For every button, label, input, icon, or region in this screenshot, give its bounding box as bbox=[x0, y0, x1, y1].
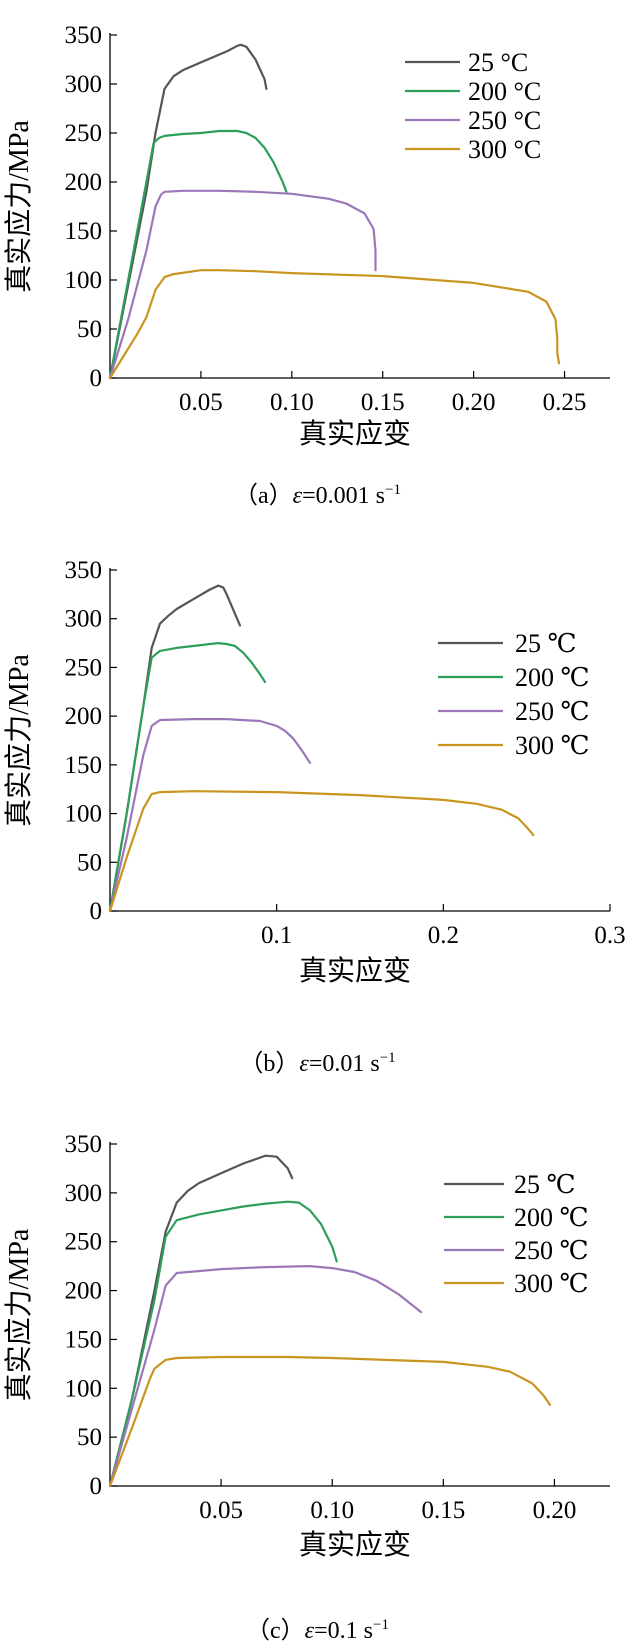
caption-c-rate: =0.1 s bbox=[314, 1618, 374, 1644]
x-axis-label-c: 真实应变 bbox=[299, 1529, 411, 1561]
caption-a-rate: =0.001 s bbox=[302, 483, 386, 509]
x-axis-label-a: 真实应变 bbox=[299, 418, 411, 450]
x-tick-label-b-0-2: 0.2 bbox=[428, 922, 459, 949]
legend-label-a-25-c: 25 °C bbox=[468, 48, 528, 77]
caption-c-exponent: −1 bbox=[373, 1617, 389, 1633]
y-tick-label-b-0: 0 bbox=[90, 898, 103, 925]
chart-a-svg: 0 50 100 150 200 250 300 350 0.05 0.10 0.15 0.20 0.2… bbox=[3, 22, 610, 450]
chart-b-svg: 0 50 100 150 200 250 300 350 0.1 0.2 0.3 真实应变 真实应力/M… bbox=[3, 557, 626, 987]
y-tick-label-a-0: 0 bbox=[90, 365, 103, 392]
y-axis-label-c: 真实应力/MPa bbox=[3, 1228, 35, 1401]
legend-label-b-300: 300 ℃ bbox=[515, 731, 590, 760]
y-tick-label-c-300: 300 bbox=[65, 1180, 103, 1207]
chart-panel-c: 0 50 100 150 200 250 300 350 0.05 0.10 0.15 0.20 真实应… bbox=[0, 1110, 635, 1647]
y-tick-label-a-250: 250 bbox=[65, 120, 103, 147]
chart-a-caption: （a）ε=0.001 s−1 bbox=[0, 475, 635, 510]
series-line-c-25 bbox=[108, 1154, 294, 1488]
caption-b-prefix: （b） bbox=[239, 1051, 300, 1077]
series-line-a-200-c bbox=[108, 129, 288, 380]
x-tick-label-b-0-3: 0.3 bbox=[594, 922, 625, 949]
series-line-a-250-c bbox=[108, 189, 377, 380]
series-line-b-300 bbox=[108, 790, 535, 913]
legend-label-a-300-c: 300 °C bbox=[468, 135, 541, 164]
legend-label-c-250: 250 ℃ bbox=[514, 1236, 589, 1265]
legend-label-c-300: 300 ℃ bbox=[514, 1269, 589, 1298]
legend-label-c-25: 25 ℃ bbox=[514, 1170, 576, 1199]
x-tick-label-b-0-1: 0.1 bbox=[261, 922, 292, 949]
y-tick-label-c-150: 150 bbox=[65, 1326, 103, 1353]
caption-c-symbol: ε bbox=[304, 1618, 315, 1644]
x-tick-label-a-0-25: 0.25 bbox=[543, 389, 587, 416]
x-tick-label-c-0-15: 0.15 bbox=[421, 1497, 465, 1524]
legend-label-a-200-c: 200 °C bbox=[468, 77, 541, 106]
y-axis-label-b: 真实应力/MPa bbox=[3, 654, 35, 827]
chart-panel-a: 0 50 100 150 200 250 300 350 0.05 0.10 0.15 0.20 0.2… bbox=[0, 0, 635, 520]
series-line-c-200 bbox=[108, 1200, 338, 1488]
y-tick-label-c-250: 250 bbox=[65, 1229, 103, 1256]
y-tick-label-a-200: 200 bbox=[65, 169, 103, 196]
y-tick-label-a-350: 350 bbox=[65, 22, 103, 49]
x-tick-label-c-0-05: 0.05 bbox=[199, 1497, 243, 1524]
x-tick-label-c-0-10: 0.10 bbox=[310, 1497, 354, 1524]
caption-b-symbol: ε bbox=[299, 1051, 309, 1077]
series-line-c-300 bbox=[108, 1355, 552, 1488]
x-axis-label-b: 真实应变 bbox=[299, 955, 411, 987]
y-tick-label-c-0: 0 bbox=[90, 1473, 103, 1500]
series-line-a-300-c bbox=[108, 269, 561, 380]
y-tick-label-b-50: 50 bbox=[77, 849, 102, 876]
y-tick-label-b-300: 300 bbox=[65, 606, 103, 633]
caption-a-symbol: ε bbox=[292, 483, 303, 509]
caption-a-exponent: −1 bbox=[385, 482, 401, 498]
legend-label-b-250: 250 ℃ bbox=[515, 697, 590, 726]
chart-panel-b: 0 50 100 150 200 250 300 350 0.1 0.2 0.3 真实应变 真实应力/M… bbox=[0, 540, 635, 1100]
y-tick-label-c-350: 350 bbox=[65, 1131, 103, 1158]
x-tick-label-a-0-05: 0.05 bbox=[179, 389, 223, 416]
y-tick-label-a-50: 50 bbox=[77, 316, 102, 343]
caption-b-rate: =0.01 s bbox=[308, 1051, 380, 1077]
series-line-b-250 bbox=[108, 718, 312, 913]
y-tick-label-a-150: 150 bbox=[65, 218, 103, 245]
caption-c-prefix: （c） bbox=[246, 1618, 305, 1644]
chart-b-caption: （b）ε=0.01 s−1 bbox=[0, 1043, 635, 1078]
y-tick-label-c-100: 100 bbox=[65, 1375, 103, 1402]
x-tick-label-a-0-10: 0.10 bbox=[270, 389, 314, 416]
y-tick-label-b-200: 200 bbox=[65, 703, 103, 730]
legend-label-c-200: 200 ℃ bbox=[514, 1203, 589, 1232]
x-tick-label-c-0-20: 0.20 bbox=[533, 1497, 577, 1524]
y-tick-label-a-100: 100 bbox=[65, 267, 103, 294]
y-tick-label-b-350: 350 bbox=[65, 557, 103, 584]
series-line-b-25 bbox=[108, 584, 242, 913]
y-tick-label-b-250: 250 bbox=[65, 654, 103, 681]
legend-label-b-25: 25 ℃ bbox=[515, 629, 577, 658]
y-tick-label-c-50: 50 bbox=[77, 1424, 102, 1451]
y-tick-label-b-150: 150 bbox=[65, 752, 103, 779]
y-tick-label-a-300: 300 bbox=[65, 71, 103, 98]
series-line-b-200 bbox=[108, 641, 267, 913]
caption-b-exponent: −1 bbox=[379, 1050, 396, 1066]
legend-label-a-250-c: 250 °C bbox=[468, 106, 541, 135]
series-line-a-25-c bbox=[108, 43, 268, 380]
x-tick-label-a-0-15: 0.15 bbox=[361, 389, 405, 416]
chart-c-svg: 0 50 100 150 200 250 300 350 0.05 0.10 0.15 0.20 真实应… bbox=[3, 1131, 610, 1561]
x-tick-label-a-0-20: 0.20 bbox=[452, 389, 496, 416]
series-line-c-250 bbox=[108, 1265, 423, 1488]
y-axis-label-a: 真实应力/MPa bbox=[3, 120, 35, 293]
chart-c-caption: （c）ε=0.1 s−1 bbox=[0, 1610, 635, 1645]
y-tick-label-c-200: 200 bbox=[65, 1278, 103, 1305]
legend-label-b-200: 200 ℃ bbox=[515, 663, 590, 692]
y-tick-label-b-100: 100 bbox=[65, 801, 103, 828]
caption-a-prefix: （a） bbox=[234, 483, 293, 509]
